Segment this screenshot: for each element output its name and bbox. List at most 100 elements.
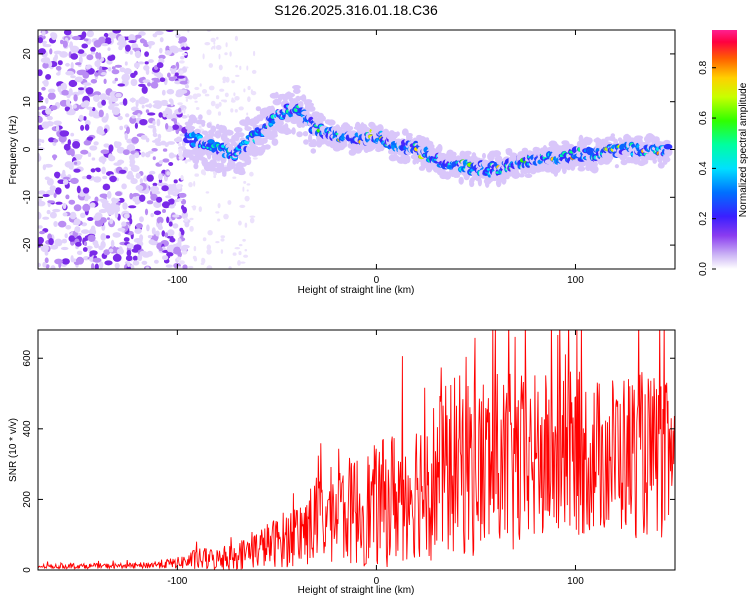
ridge-halo: [210, 125, 217, 133]
noise-blob: [126, 126, 130, 134]
noise-blob: [89, 202, 96, 208]
noise-blob: [159, 37, 164, 43]
noise-blob: [47, 200, 55, 204]
noise-blob: [100, 233, 107, 241]
noise-blob: [145, 109, 150, 113]
noise-blob: [71, 35, 81, 41]
noise-blob: [60, 83, 66, 89]
noise-blob: [104, 260, 113, 266]
noise-blob: [238, 220, 242, 226]
colorbar-tick-label: 0.6: [698, 111, 709, 125]
y-tick-label: 10: [22, 96, 33, 108]
noise-blob: [123, 68, 132, 75]
noise-blob: [179, 60, 185, 64]
noise-blob: [119, 125, 124, 131]
ridge-halo: [620, 159, 628, 166]
ridge-halo: [286, 92, 295, 98]
noise-blob: [100, 72, 107, 76]
ridge-halo: [405, 155, 411, 164]
noise-blob: [114, 210, 119, 219]
noise-blob: [106, 190, 112, 199]
ridge-halo: [505, 148, 513, 153]
noise-blob: [38, 48, 46, 55]
noise-blob: [153, 79, 161, 83]
noise-blob: [181, 211, 188, 220]
noise-blob: [176, 75, 185, 79]
noise-blob: [159, 77, 166, 82]
ridge-halo: [208, 159, 218, 169]
noise-blob: [124, 132, 128, 141]
noise-blob: [246, 112, 249, 116]
noise-blob: [68, 235, 75, 242]
ridge-halo: [464, 150, 472, 156]
noise-blob: [38, 196, 42, 202]
noise-blob: [80, 149, 89, 155]
ridge-halo: [310, 148, 317, 154]
noise-blob: [38, 200, 46, 207]
noise-blob: [81, 43, 88, 49]
noise-blob: [81, 31, 87, 39]
colorbar-tick-label: 0.4: [698, 161, 709, 175]
noise-blob: [103, 143, 110, 148]
noise-blob: [253, 50, 256, 57]
noise-blob: [70, 75, 76, 79]
noise-blob: [65, 62, 70, 67]
noise-blob: [73, 154, 83, 158]
noise-blob: [93, 176, 102, 183]
noise-blob: [108, 98, 113, 106]
noise-blob: [90, 51, 96, 55]
noise-blob: [166, 171, 171, 176]
noise-blob: [134, 122, 138, 129]
noise-blob: [116, 146, 125, 154]
ridge-halo: [293, 88, 301, 94]
noise-blob: [38, 190, 46, 195]
noise-blob: [93, 91, 102, 96]
noise-blob: [148, 239, 156, 245]
noise-blob: [232, 176, 237, 179]
noise-blob: [178, 89, 188, 94]
noise-blob: [53, 139, 59, 143]
ridge-halo: [193, 163, 199, 170]
noise-blob: [151, 148, 158, 152]
y-tick-label: 600: [22, 349, 33, 366]
ridge-halo: [469, 178, 474, 185]
snr-series-line: [38, 330, 675, 570]
ridge-halo: [186, 125, 196, 130]
noise-blob: [181, 46, 190, 51]
noise-blob: [117, 115, 123, 121]
ridge-halo: [255, 106, 262, 112]
noise-blob: [99, 93, 108, 101]
noise-blob: [57, 85, 62, 93]
colorbar-tick-label: 0.2: [698, 211, 709, 225]
noise-blob: [201, 89, 208, 94]
noise-blob: [183, 107, 186, 114]
noise-blob: [195, 93, 202, 97]
noise-blob: [165, 107, 171, 114]
noise-blob: [181, 52, 188, 56]
noise-blob: [222, 76, 227, 82]
noise-blob: [152, 104, 159, 109]
ridge-halo: [244, 126, 252, 131]
noise-blob: [152, 156, 156, 161]
noise-blob: [176, 136, 183, 142]
noise-blob: [82, 256, 90, 261]
noise-blob: [90, 79, 98, 84]
noise-blob: [38, 95, 44, 102]
noise-blob: [109, 175, 117, 183]
noise-blob: [183, 217, 189, 222]
colorbar-axes: 0.0 0.2 0.4 0.6 0.8: [698, 60, 716, 276]
noise-blob: [91, 263, 95, 269]
noise-blob: [181, 115, 188, 119]
noise-blob: [152, 132, 158, 138]
noise-blob: [169, 154, 178, 158]
noise-blob: [180, 56, 185, 60]
noise-blob: [50, 105, 58, 111]
noise-blob: [137, 254, 143, 262]
noise-blob: [63, 143, 71, 151]
noise-blob: [69, 211, 77, 220]
noise-blob: [82, 203, 91, 212]
noise-blob: [194, 173, 199, 177]
noise-blob: [206, 248, 212, 255]
noise-blob: [82, 82, 92, 86]
noise-blob: [44, 163, 53, 168]
